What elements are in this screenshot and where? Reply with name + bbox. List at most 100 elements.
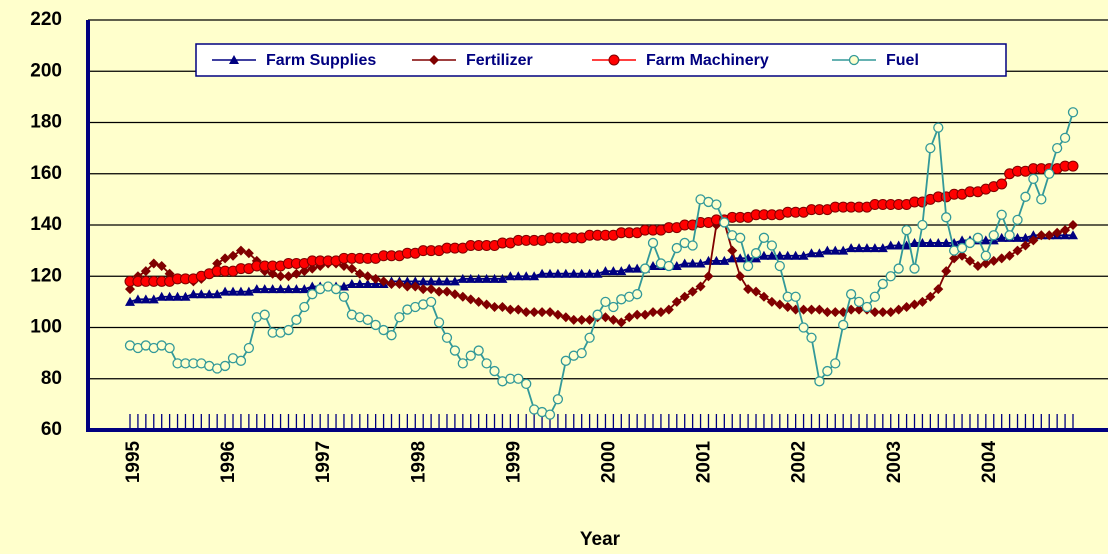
data-point bbox=[854, 243, 865, 253]
data-point bbox=[901, 302, 912, 312]
data-point bbox=[449, 289, 460, 300]
data-point bbox=[584, 268, 595, 278]
data-point bbox=[465, 294, 476, 305]
data-point bbox=[845, 289, 857, 300]
data-point bbox=[719, 255, 730, 265]
data-point bbox=[869, 307, 880, 318]
x-tick-label: 2001 bbox=[694, 440, 715, 483]
data-point bbox=[1052, 227, 1063, 238]
data-point bbox=[513, 373, 524, 384]
data-point bbox=[219, 360, 231, 372]
data-point bbox=[679, 291, 690, 302]
data-point bbox=[608, 301, 619, 313]
data-point bbox=[782, 250, 793, 260]
data-point bbox=[758, 232, 770, 243]
data-point bbox=[933, 237, 944, 247]
data-point bbox=[877, 307, 888, 318]
data-point bbox=[790, 291, 801, 302]
x-tick-label: 1998 bbox=[408, 441, 429, 483]
data-point bbox=[798, 250, 809, 260]
data-point bbox=[544, 307, 555, 318]
data-point bbox=[148, 294, 159, 304]
data-point bbox=[291, 314, 302, 325]
data-point bbox=[180, 291, 191, 301]
data-point bbox=[307, 263, 318, 274]
data-point bbox=[592, 268, 603, 278]
data-point bbox=[687, 286, 698, 297]
data-point bbox=[877, 278, 888, 290]
x-tick-label: 1996 bbox=[218, 441, 239, 483]
data-point bbox=[996, 209, 1007, 220]
data-point bbox=[220, 286, 231, 296]
data-point bbox=[798, 322, 809, 333]
data-point bbox=[592, 309, 603, 320]
data-point bbox=[465, 350, 476, 361]
data-point bbox=[814, 376, 825, 387]
data-point bbox=[568, 314, 579, 325]
data-point bbox=[893, 263, 904, 274]
data-point bbox=[370, 273, 381, 284]
data-point bbox=[560, 268, 571, 278]
data-point bbox=[727, 245, 738, 256]
data-point bbox=[957, 250, 968, 261]
data-point bbox=[838, 245, 849, 255]
data-point bbox=[402, 276, 413, 286]
data-point bbox=[489, 273, 500, 283]
data-point bbox=[600, 266, 611, 276]
data-point bbox=[1020, 191, 1031, 202]
data-point bbox=[584, 314, 595, 325]
data-point bbox=[434, 286, 445, 297]
data-point bbox=[426, 284, 437, 295]
data-point bbox=[235, 286, 246, 296]
data-point bbox=[378, 276, 389, 287]
legend-label: Farm Supplies bbox=[266, 52, 376, 69]
data-point bbox=[394, 312, 405, 323]
data-point bbox=[204, 289, 215, 299]
data-point bbox=[346, 278, 357, 288]
data-point bbox=[846, 243, 857, 253]
x-axis-label: Year bbox=[580, 529, 621, 550]
data-point bbox=[354, 268, 365, 279]
y-tick-label: 200 bbox=[30, 60, 62, 81]
data-point bbox=[640, 309, 651, 320]
data-point bbox=[988, 255, 999, 266]
data-point bbox=[410, 276, 421, 286]
data-point bbox=[949, 253, 960, 264]
data-point bbox=[1028, 235, 1039, 246]
data-point bbox=[513, 304, 524, 315]
data-point bbox=[648, 261, 659, 270]
data-point bbox=[782, 302, 793, 312]
data-point bbox=[291, 268, 302, 279]
legend-label: Farm Machinery bbox=[646, 52, 769, 69]
data-point bbox=[537, 268, 548, 278]
data-point bbox=[854, 304, 865, 315]
data-point bbox=[822, 307, 833, 318]
data-point bbox=[822, 365, 833, 377]
data-point bbox=[735, 271, 746, 282]
data-point bbox=[259, 309, 270, 320]
data-point bbox=[552, 268, 563, 278]
data-point bbox=[125, 284, 135, 295]
data-point bbox=[529, 307, 540, 318]
data-point bbox=[703, 271, 714, 282]
data-point bbox=[1060, 225, 1071, 236]
data-point bbox=[243, 342, 255, 354]
data-point bbox=[758, 250, 769, 260]
data-point bbox=[996, 178, 1008, 190]
data-point bbox=[267, 284, 278, 294]
data-point bbox=[941, 266, 952, 277]
legend: Farm Supplies Fertilizer Farm Machinery Fue… bbox=[195, 43, 1007, 77]
data-point bbox=[1067, 160, 1079, 172]
legend-marker bbox=[608, 54, 620, 66]
data-point bbox=[941, 237, 952, 247]
legend-marker bbox=[229, 55, 239, 64]
data-point bbox=[243, 248, 254, 259]
data-point bbox=[964, 237, 976, 249]
data-point bbox=[917, 237, 928, 247]
data-point bbox=[901, 224, 912, 236]
data-point bbox=[576, 268, 587, 278]
data-point bbox=[941, 212, 952, 223]
data-point bbox=[861, 301, 873, 313]
data-point bbox=[188, 289, 199, 299]
data-point bbox=[338, 281, 349, 291]
